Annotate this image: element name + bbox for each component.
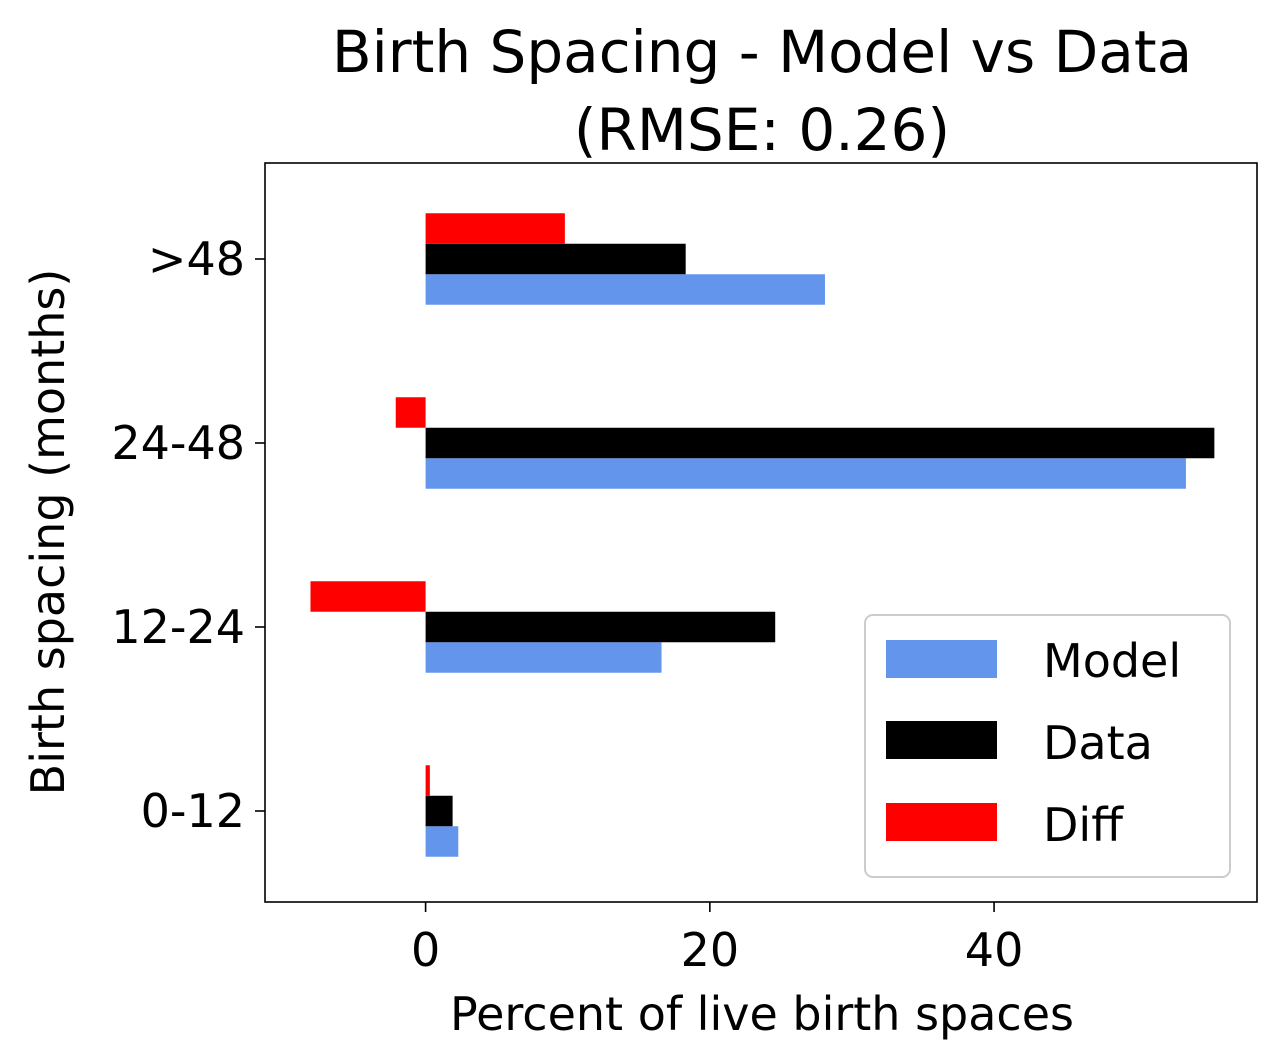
- bar-diff-48: [425, 213, 565, 244]
- x-axis-label: Percent of live birth spaces: [450, 987, 1074, 1041]
- y-ticks-group: 0-12 12-24 24-48 >48: [111, 232, 265, 838]
- y-axis-label: Birth spacing (months): [21, 269, 75, 796]
- x-tick-label: 0: [411, 923, 440, 977]
- legend: Model Data Diff: [864, 614, 1231, 878]
- chart-subtitle: (RMSE: 0.26): [574, 96, 950, 164]
- bar-model-0-12: [425, 826, 459, 857]
- bar-model-48: [425, 274, 825, 305]
- bar-diff-12-24: [310, 581, 426, 612]
- legend-label-diff: Diff: [1043, 798, 1124, 852]
- legend-swatch-model: [886, 640, 997, 678]
- bar-data-12-24: [425, 611, 776, 643]
- legend-swatch-data: [886, 721, 997, 759]
- legend-swatch-diff: [886, 803, 997, 841]
- x-ticks-group: 0 20 40: [411, 902, 1023, 977]
- bars-group: [310, 213, 1215, 857]
- chart-title: Birth Spacing - Model vs Data: [332, 18, 1192, 86]
- plot-frame: [264, 162, 1258, 903]
- bar-data-24-48: [425, 427, 1215, 459]
- bar-data-0-12: [425, 795, 453, 827]
- bar-diff-24-48: [395, 397, 426, 428]
- bar-diff-0-12: [425, 765, 430, 796]
- legend-label-model: Model: [1043, 634, 1181, 688]
- bar-data-48: [425, 243, 686, 275]
- y-tick-label-gt48: >48: [148, 232, 245, 286]
- bar-model-24-48: [425, 458, 1186, 489]
- legend-label-data: Data: [1043, 716, 1153, 770]
- x-tick-label: 20: [681, 923, 740, 977]
- y-tick-label-24-48: 24-48: [111, 416, 245, 470]
- bar-model-12-24: [425, 642, 662, 673]
- y-tick-label-0-12: 0-12: [141, 784, 245, 838]
- x-tick-label: 40: [965, 923, 1024, 977]
- y-tick-label-12-24: 12-24: [111, 600, 245, 654]
